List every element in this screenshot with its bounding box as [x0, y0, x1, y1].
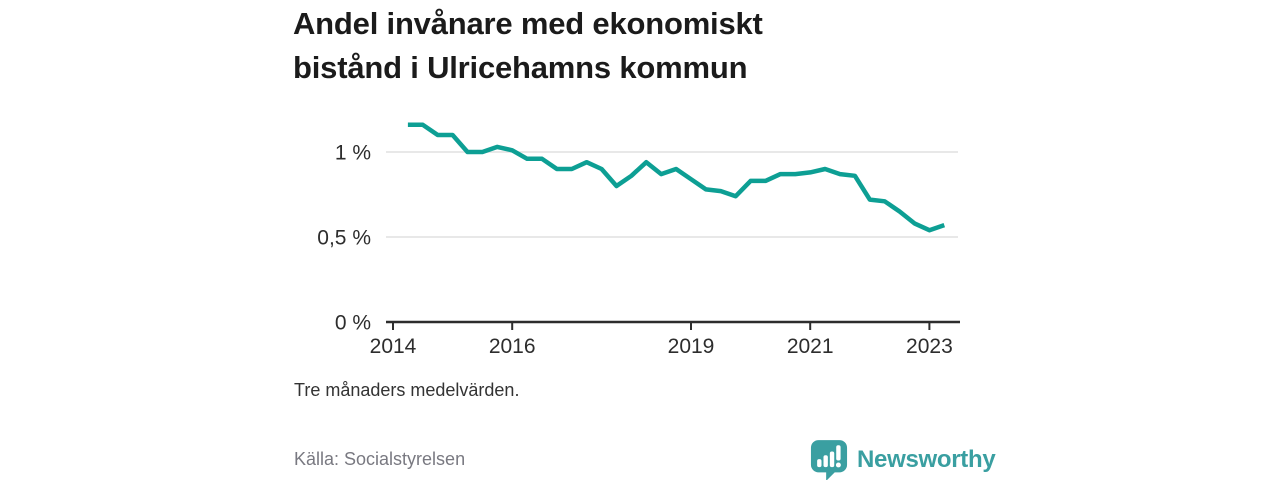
newsworthy-wordmark: Newsworthy	[857, 446, 996, 473]
x-axis-label: 2016	[489, 335, 536, 358]
chart-title-line2: bistånd i Ulricehamns kommun	[293, 50, 748, 85]
newsworthy-logo-icon	[810, 439, 848, 480]
trend-line	[407, 122, 946, 233]
source-label: Källa: Socialstyrelsen	[294, 449, 466, 469]
chart-footnote: Tre månaders medelvärden.	[294, 380, 520, 400]
x-axis-label: 2014	[370, 335, 417, 358]
y-axis-label: 0,5 %	[317, 227, 371, 250]
y-axis-label: 1 %	[335, 142, 371, 165]
x-axis-label: 2019	[668, 335, 715, 358]
y-axis-label: 0 %	[335, 312, 371, 335]
chart-title-line1: Andel invånare med ekonomiskt	[293, 6, 763, 41]
newsworthy-brand: Newsworthy	[810, 439, 996, 480]
x-axis-label: 2021	[787, 335, 834, 358]
x-axis-label: 2023	[906, 335, 953, 358]
chart-title: Andel invånare med ekonomiskt bistånd i …	[293, 2, 953, 90]
